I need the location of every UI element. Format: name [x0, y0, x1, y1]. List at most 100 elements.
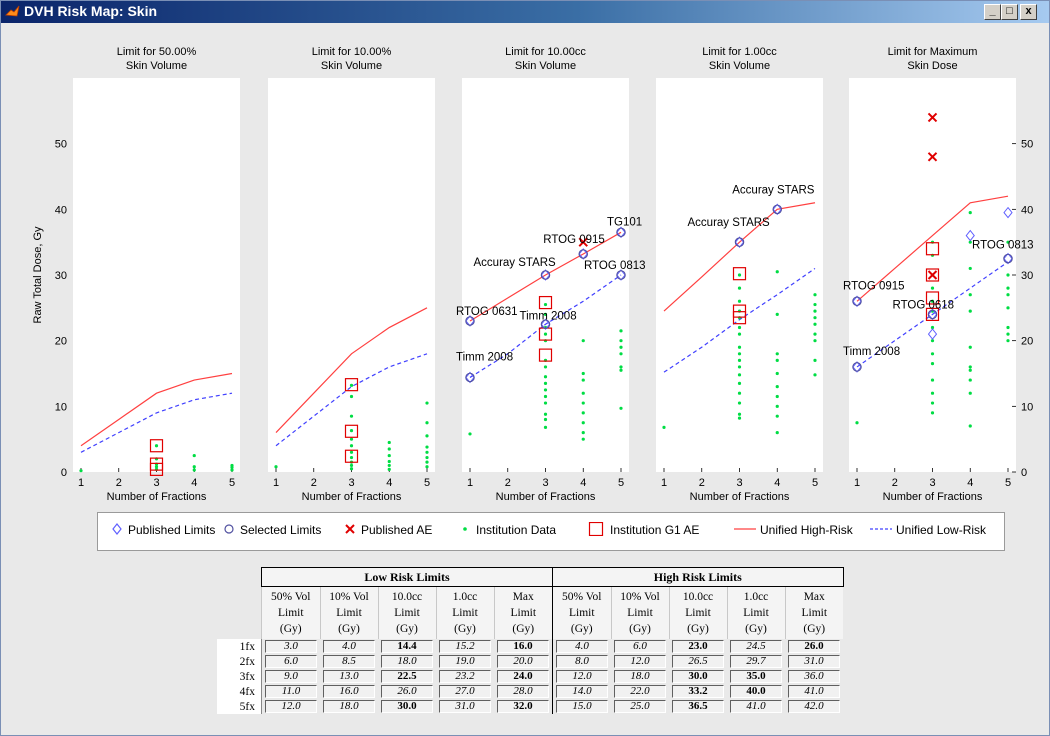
limit-value: 18.0 [323, 700, 375, 713]
institution-data-point [968, 266, 972, 271]
published-ae-marker [927, 112, 938, 123]
institution-g1-ae-marker [925, 242, 940, 256]
institution-data-point [775, 270, 779, 274]
institution-data-point [1006, 325, 1010, 330]
institution-data-point [968, 309, 972, 313]
limit-value: 14.4 [381, 640, 433, 653]
limit-source-label: Accuray STARS [474, 257, 557, 269]
institution-data-point [775, 394, 779, 399]
unified-high-risk-line [663, 202, 816, 312]
limit-value: 36.5 [672, 700, 724, 713]
x-tick-label: 5 [229, 477, 235, 489]
legend-institution-g1-ae: Institution G1 AE [588, 522, 699, 537]
x-axis-label: Number of Fractions [107, 491, 207, 503]
institution-data-point [581, 339, 585, 343]
x-marker-icon [345, 524, 355, 534]
institution-data-point [543, 332, 548, 336]
panel-title: Skin Volume [321, 60, 382, 72]
institution-data-point [230, 463, 234, 468]
limit-source-label: RTOG 0618 [893, 299, 955, 311]
institution-data-point [813, 373, 817, 377]
published-limit-marker [465, 371, 475, 384]
institution-data-point [930, 378, 935, 382]
table-cell: 40.0 [727, 684, 785, 699]
institution-data-point [1006, 286, 1010, 290]
row-header: 1fx [217, 639, 262, 654]
panel-title: Skin Volume [709, 60, 770, 72]
unified-low-risk-line [275, 353, 428, 447]
institution-data-point [425, 434, 429, 438]
institution-data-point [930, 391, 935, 395]
institution-data-point [1006, 240, 1010, 244]
limit-value: 41.0 [730, 700, 782, 713]
maximize-button[interactable]: □ [1001, 4, 1018, 20]
limit-value: 12.0 [265, 700, 317, 713]
institution-g1-ae-marker [732, 267, 747, 281]
institution-data-point [737, 365, 742, 369]
table-cell: 15.0 [552, 699, 611, 714]
title-bar[interactable]: DVH Risk Map: Skin _ □ x [1, 1, 1049, 23]
table-cell: 20.0 [494, 654, 553, 669]
institution-data-point [813, 309, 817, 313]
table-cell: 19.0 [436, 654, 494, 669]
limit-value: 41.0 [788, 685, 840, 698]
institution-data-point [737, 299, 742, 303]
plot-area [73, 78, 240, 472]
limit-value: 8.0 [556, 655, 608, 668]
limit-value: 24.5 [730, 640, 782, 653]
table-cell: 30.0 [378, 699, 436, 714]
institution-data-point [968, 391, 972, 395]
published-limit-marker [540, 318, 551, 331]
limit-value: 3.0 [265, 640, 317, 653]
close-button[interactable]: x [1020, 4, 1037, 20]
institution-g1-ae-marker [149, 462, 164, 476]
limit-source-label: Timm 2008 [456, 351, 513, 363]
institution-data-point [737, 352, 742, 356]
institution-data-point [425, 465, 429, 469]
institution-data-point [387, 463, 391, 468]
y-tick-label: 0 [1021, 467, 1027, 479]
institution-data-point [543, 425, 548, 429]
table-column-header: 10.0cc Limit (Gy) [668, 586, 727, 639]
institution-data-point [543, 412, 548, 416]
institution-data-point [581, 371, 585, 376]
institution-data-point [968, 378, 972, 382]
panel-title: Skin Volume [126, 60, 187, 72]
limit-source-label: TG101 [607, 216, 642, 228]
institution-data-point [1006, 306, 1010, 310]
limits-table: Low Risk Limits High Risk Limits 50% Vol Li… [217, 567, 844, 714]
selected-limit-marker [616, 227, 626, 238]
institution-data-point [581, 401, 585, 405]
institution-g1-ae-marker [344, 378, 359, 392]
limit-value: 16.0 [323, 685, 375, 698]
limit-value: 11.0 [265, 685, 317, 698]
minimize-button[interactable]: _ [984, 4, 1001, 20]
institution-data-point [619, 368, 623, 372]
institution-data-point [775, 404, 779, 408]
institution-data-point [1006, 293, 1010, 297]
institution-data-point [775, 312, 779, 316]
limit-value: 4.0 [323, 640, 375, 653]
table-cell: 12.0 [611, 654, 669, 669]
institution-data-point [1006, 273, 1010, 277]
institution-data-point [775, 352, 779, 356]
published-limit-marker [852, 361, 862, 373]
limit-value: 33.2 [672, 685, 724, 698]
panel-title: Skin Dose [907, 60, 957, 72]
institution-data-point [581, 378, 585, 382]
limit-value: 20.0 [497, 655, 549, 668]
panel-title: Skin Volume [515, 60, 576, 72]
institution-data-point [737, 416, 742, 420]
limit-value: 35.0 [730, 670, 782, 683]
published-ae-marker [927, 152, 938, 162]
institution-data-point [737, 325, 742, 330]
unified-low-risk-line [469, 274, 622, 378]
institution-data-point [813, 302, 817, 307]
institution-data-point [619, 329, 623, 333]
table-column-header: 50% Vol Limit (Gy) [552, 586, 611, 639]
y-tick-label: 50 [55, 139, 67, 151]
institution-data-point [581, 437, 585, 441]
table-column-header: 1.0cc Limit (Gy) [726, 586, 785, 639]
limit-value: 18.0 [381, 655, 433, 668]
